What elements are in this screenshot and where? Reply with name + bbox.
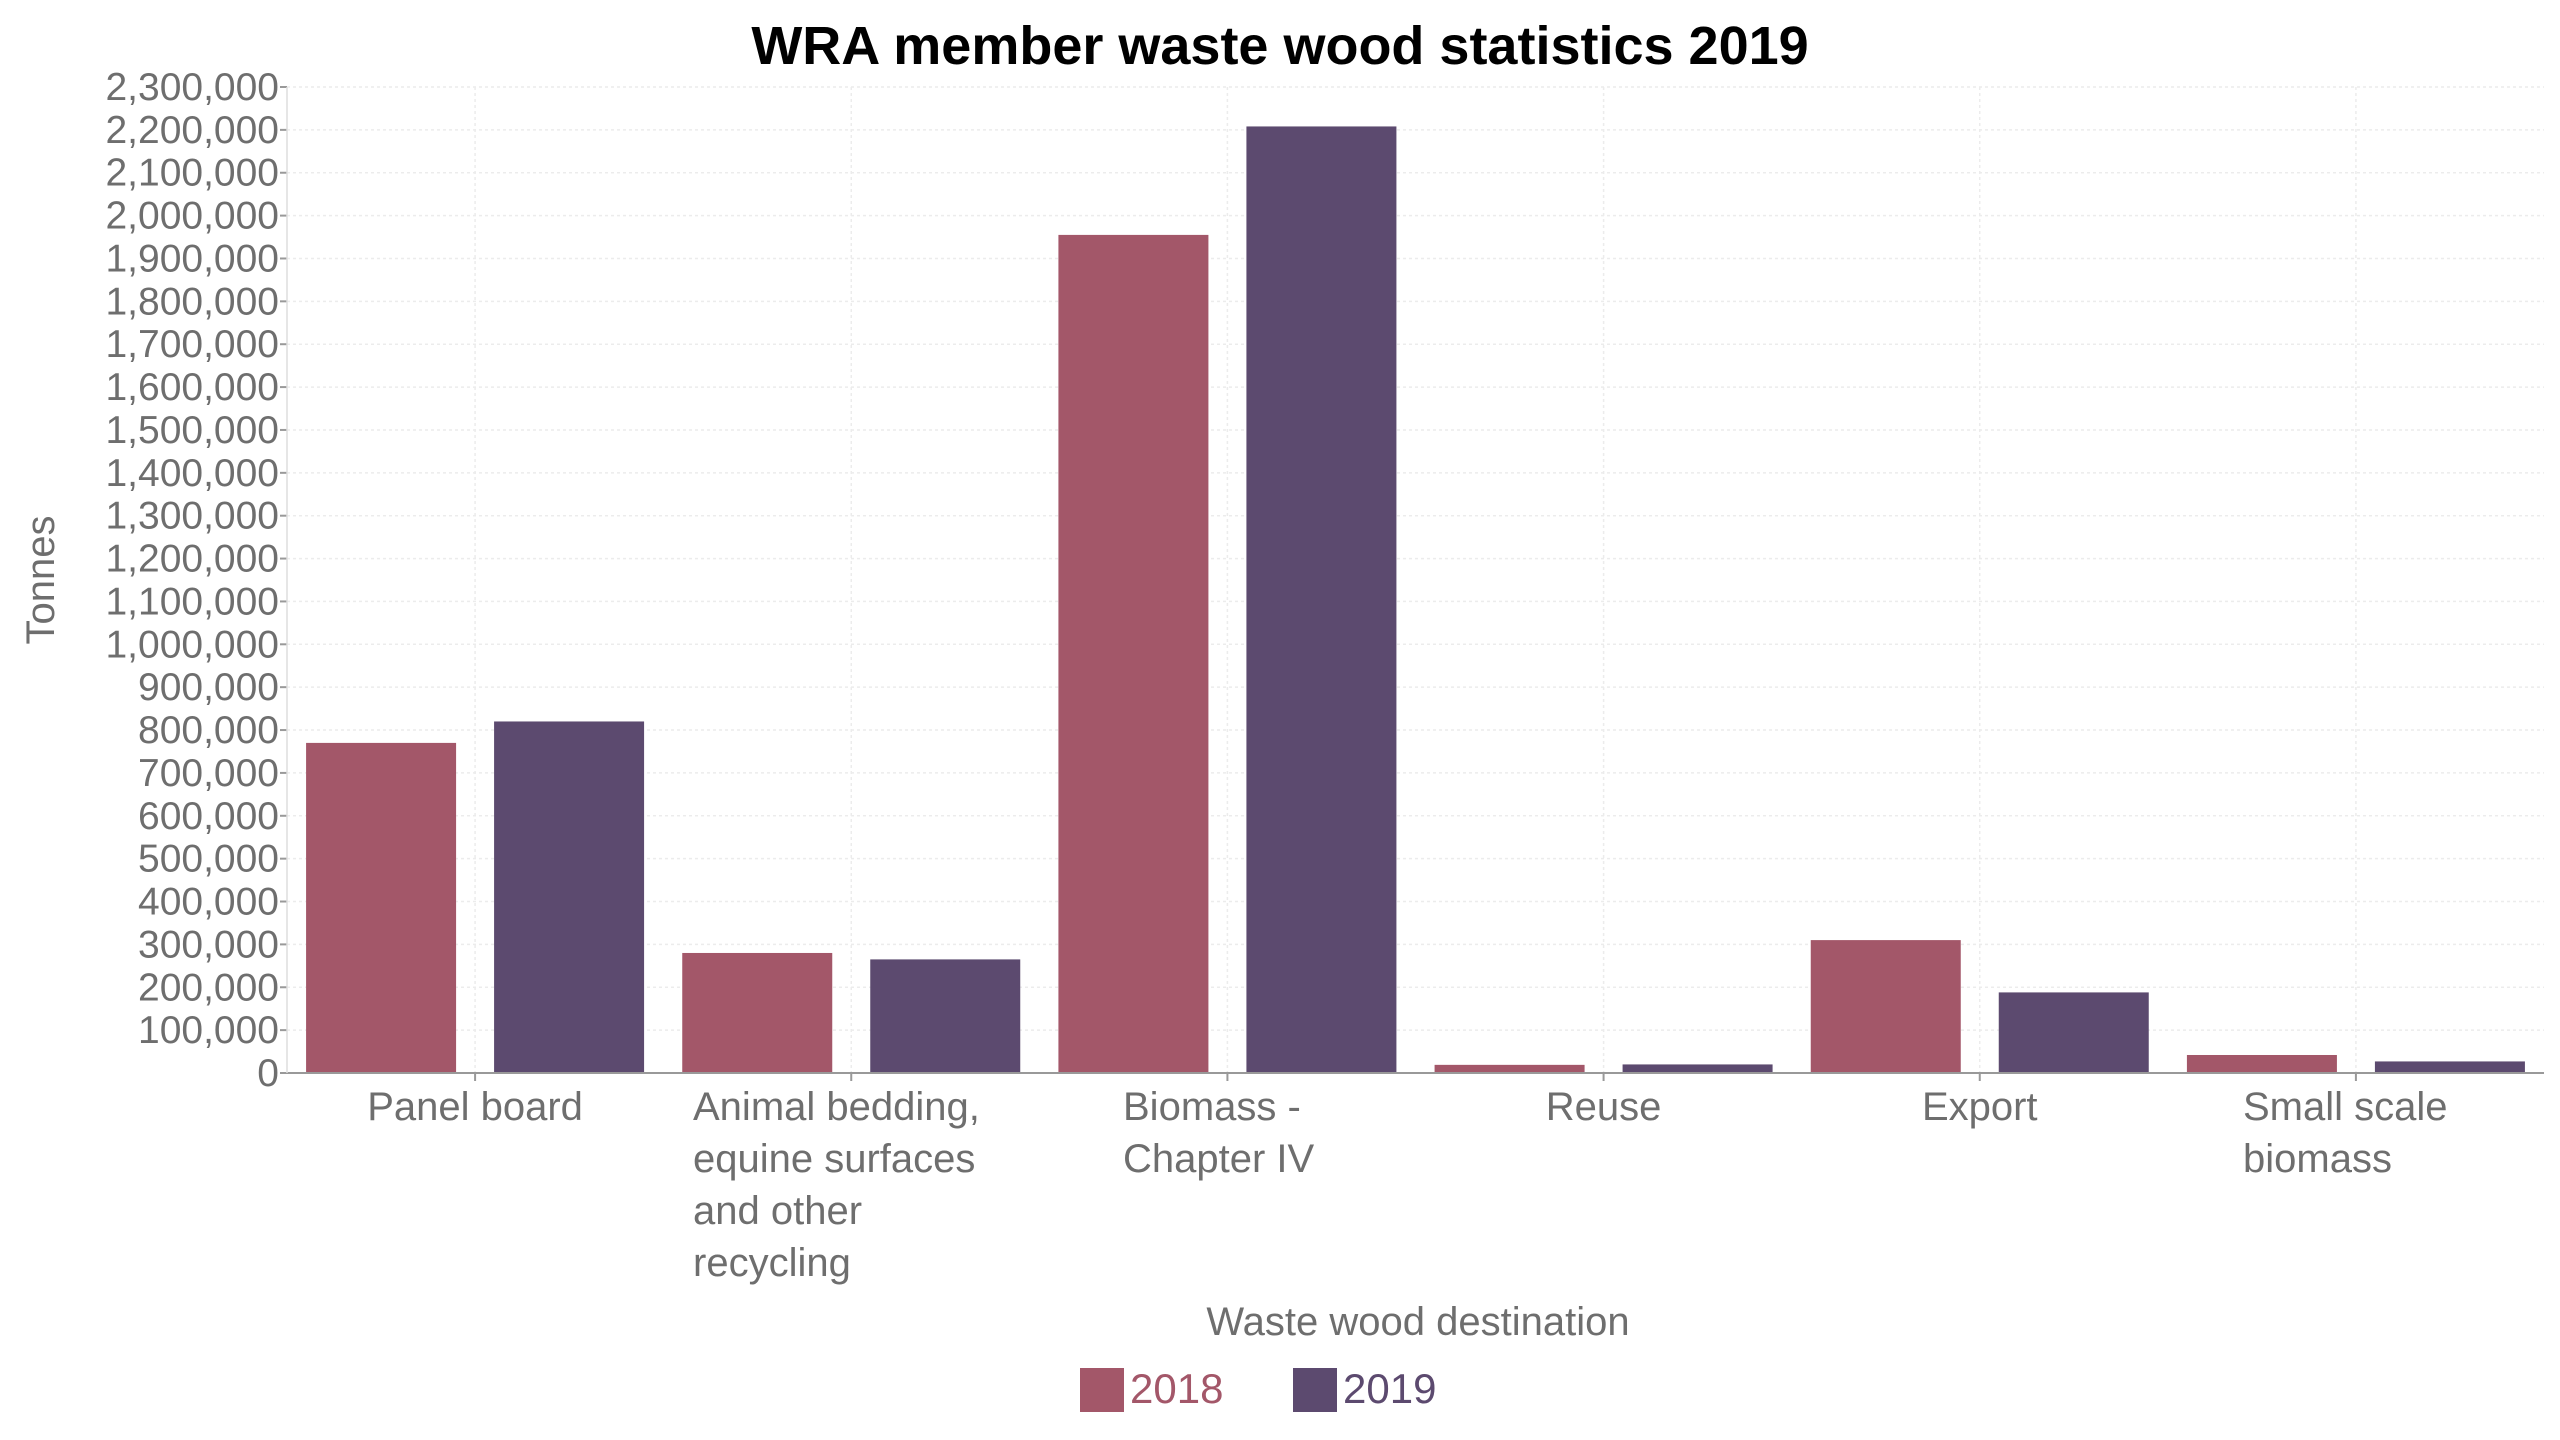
legend-label-2018[interactable]: 2018 xyxy=(1130,1365,1223,1412)
y-tick-label: 1,700,000 xyxy=(105,323,279,366)
y-tick-label: 1,300,000 xyxy=(105,495,279,538)
legend-label-2019[interactable]: 2019 xyxy=(1343,1365,1436,1412)
x-category-line: and other xyxy=(693,1189,862,1233)
y-tick-label: 2,000,000 xyxy=(105,195,279,238)
bar-2019 xyxy=(1246,126,1397,1073)
bar-2019 xyxy=(1622,1064,1773,1073)
y-tick-label: 400,000 xyxy=(138,881,279,924)
bar-2019 xyxy=(2374,1061,2525,1073)
bar-2018 xyxy=(1434,1064,1585,1073)
x-category-label: Panel board xyxy=(367,1085,583,1129)
y-tick-label: 500,000 xyxy=(138,838,279,881)
y-tick-label: 1,800,000 xyxy=(105,280,279,323)
x-category-line: Export xyxy=(1922,1085,2038,1129)
x-axis-title: Waste wood destination xyxy=(1206,1300,1629,1344)
x-category-line: Panel board xyxy=(367,1085,583,1129)
x-category-label: Small scale biomass xyxy=(2243,1085,2448,1181)
bar-2018 xyxy=(2186,1054,2337,1073)
bar-2018 xyxy=(1810,940,1961,1073)
y-tick-label: 200,000 xyxy=(138,966,279,1009)
x-category-label: Reuse xyxy=(1546,1085,1662,1129)
bar-2018 xyxy=(682,952,833,1073)
y-tick-label: 1,600,000 xyxy=(105,366,279,409)
bars xyxy=(306,126,2525,1073)
x-category-line: Animal bedding, xyxy=(693,1085,980,1129)
y-tick-label: 700,000 xyxy=(138,752,279,795)
x-category-line: recycling xyxy=(693,1241,851,1285)
y-tick-label: 1,000,000 xyxy=(105,623,279,666)
y-tick-label: 2,100,000 xyxy=(105,152,279,195)
legend-swatch-2019[interactable] xyxy=(1293,1368,1337,1412)
bar-2019 xyxy=(870,959,1021,1073)
y-tick-label: 1,200,000 xyxy=(105,538,279,581)
y-tick-label: 100,000 xyxy=(138,1009,279,1052)
x-category-label: Biomass - Chapter IV xyxy=(1123,1085,1315,1181)
y-tick-label: 2,300,000 xyxy=(105,66,279,109)
legend: 2018 2019 xyxy=(1080,1365,1436,1412)
y-tick-label: 800,000 xyxy=(138,709,279,752)
x-category-line: biomass xyxy=(2243,1137,2392,1181)
bar-2018 xyxy=(1058,234,1209,1073)
y-tick-label: 600,000 xyxy=(138,795,279,838)
y-tick-label: 1,100,000 xyxy=(105,580,279,623)
y-tick-label: 1,500,000 xyxy=(105,409,279,452)
y-tick-label: 1,900,000 xyxy=(105,237,279,280)
x-category-line: Reuse xyxy=(1546,1085,1662,1129)
chart-title: WRA member waste wood statistics 2019 xyxy=(751,16,1808,76)
y-tick-label: 0 xyxy=(257,1052,279,1095)
bar-2019 xyxy=(1998,992,2149,1073)
y-tick-label: 900,000 xyxy=(138,666,279,709)
bar-2019 xyxy=(494,721,645,1073)
y-tick-label: 1,400,000 xyxy=(105,452,279,495)
legend-swatch-2018[interactable] xyxy=(1080,1368,1124,1412)
x-category-line: equine surfaces xyxy=(693,1137,975,1181)
x-category-label: Animal bedding, equine surfaces and other r… xyxy=(693,1085,980,1285)
x-category-line: Chapter IV xyxy=(1123,1137,1315,1181)
y-tick-label: 2,200,000 xyxy=(105,109,279,152)
x-category-line: Biomass - xyxy=(1123,1085,1301,1129)
y-axis-ticks: 0100,000200,000300,000400,000500,000600,… xyxy=(105,66,287,1095)
y-tick-label: 300,000 xyxy=(138,923,279,966)
x-category-line: Small scale xyxy=(2243,1085,2448,1129)
bar-2018 xyxy=(306,742,457,1073)
x-axis-categories: Panel board Animal bedding, equine surface… xyxy=(367,1073,2448,1285)
x-category-label: Export xyxy=(1922,1085,2038,1129)
y-axis-title: Tonnes xyxy=(19,516,63,645)
gridlines xyxy=(287,86,2544,1073)
